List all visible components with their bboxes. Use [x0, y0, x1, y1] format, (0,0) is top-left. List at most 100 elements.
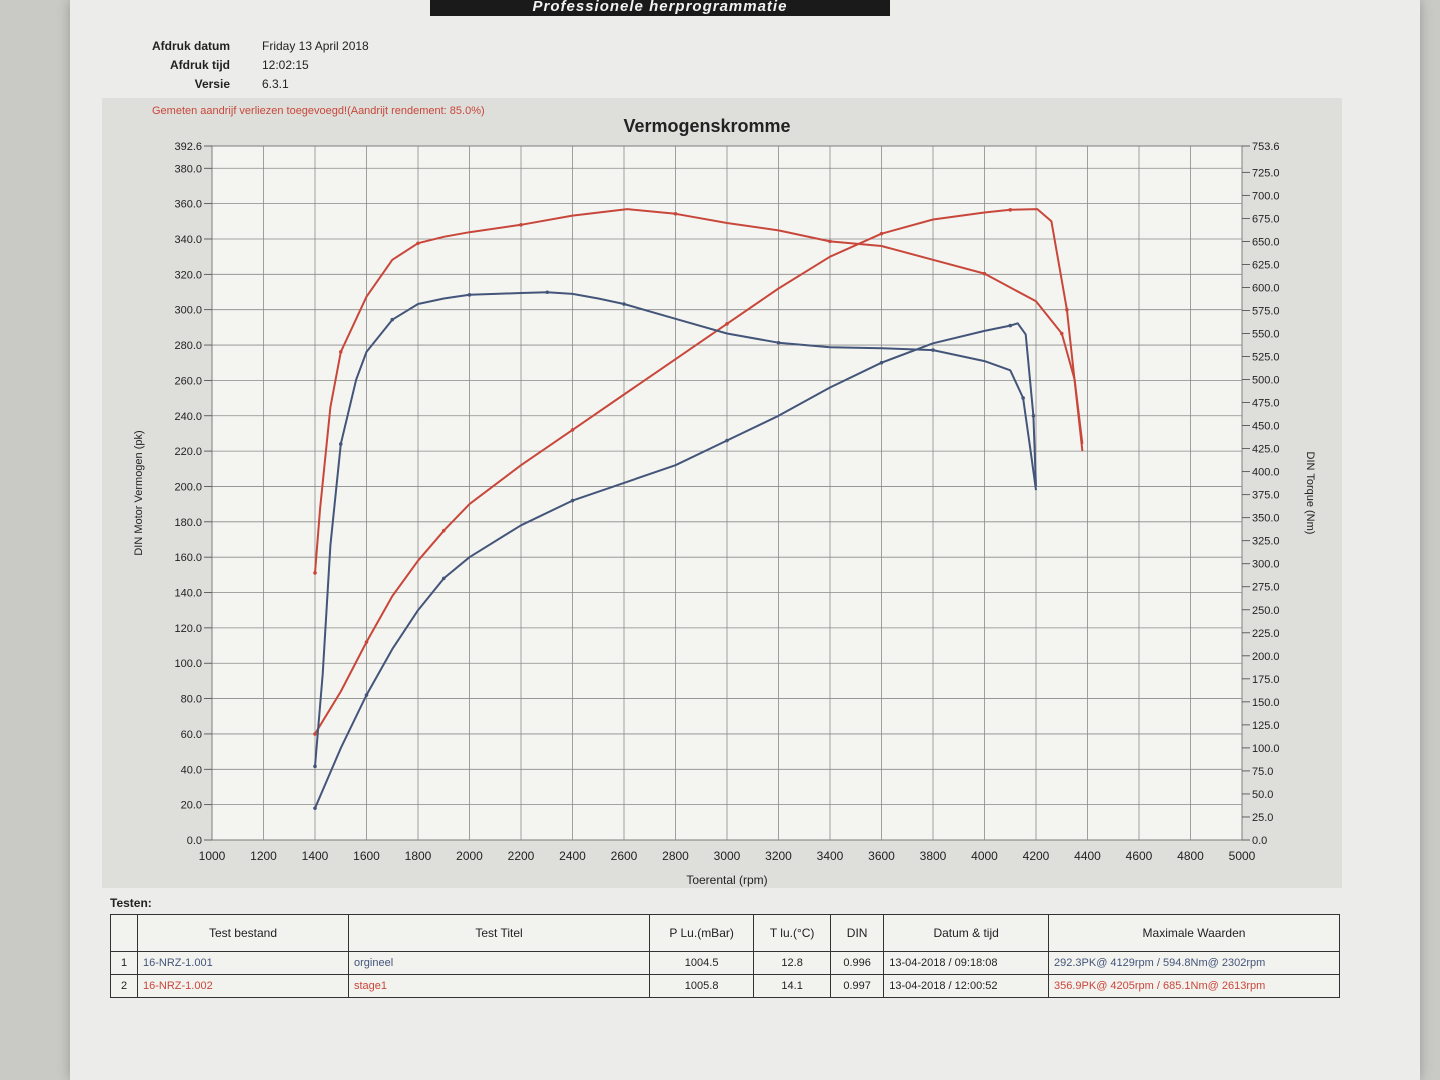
- x-tick-label: 4600: [1126, 849, 1153, 863]
- meta-label: Versie: [194, 76, 230, 91]
- y-tick-label-left: 200.0: [174, 481, 202, 493]
- y-tick-label-right: 753.6: [1252, 141, 1280, 153]
- data-point: [441, 576, 446, 581]
- data-point: [416, 241, 420, 246]
- data-point: [879, 231, 884, 236]
- tests-section: Testen: Test bestand Test Titel P Lu.(mB…: [110, 896, 1340, 998]
- y-tick-label-right: 75.0: [1252, 766, 1273, 778]
- row-max: 356.9PK@ 4205rpm / 685.1Nm@ 2613rpm: [1048, 974, 1340, 998]
- x-tick-label: 3800: [920, 849, 947, 863]
- data-point: [1008, 208, 1013, 212]
- meta-row-time: Afdruk tijd 12:02:15: [130, 55, 369, 74]
- x-tick-label: 1800: [405, 849, 432, 863]
- y-tick-label-right: 450.0: [1252, 421, 1280, 433]
- y-tick-label-right: 0.0: [1252, 835, 1267, 847]
- x-tick-label: 1400: [302, 849, 329, 863]
- row-din: 0.996: [830, 951, 885, 975]
- col-title: Test Titel: [348, 914, 650, 952]
- data-point: [725, 322, 729, 326]
- series-line-4: [314, 208, 1084, 573]
- grid: [204, 145, 1250, 841]
- data-point: [1021, 396, 1025, 400]
- data-point: [776, 340, 781, 345]
- chart-svg: 1000 1200 1400 1600 1800 2000 2200 2400 2600 2800…: [102, 98, 1342, 888]
- row-date: 13-04-2018 / 09:18:08: [883, 951, 1049, 975]
- meta-value: 12:02:15: [262, 57, 309, 72]
- data-point: [570, 498, 575, 503]
- data-point: [390, 317, 395, 322]
- meta-value: 6.3.1: [262, 76, 289, 91]
- y-tick-label-right: 225.0: [1252, 628, 1280, 640]
- y-tick-label-left: 320.0: [174, 269, 202, 281]
- row-title: stage1: [348, 974, 650, 998]
- col-file: Test bestand: [137, 914, 349, 952]
- x-tick-label: 4400: [1074, 849, 1101, 863]
- y-tick-label-left: 392.6: [174, 141, 202, 153]
- data-point: [1031, 413, 1036, 418]
- y-tick-label-right: 50.0: [1252, 789, 1273, 801]
- y-tick-label-right: 575.0: [1252, 305, 1280, 317]
- y-tick-label-right: 175.0: [1252, 674, 1280, 686]
- tests-label: Testen:: [110, 896, 152, 910]
- row-din: 0.997: [830, 974, 885, 998]
- row-pressure: 1004.5: [648, 951, 755, 975]
- x-tick-label: 3000: [714, 849, 741, 863]
- meta-value: Friday 13 April 2018: [262, 38, 369, 53]
- data-point: [364, 640, 369, 644]
- meta-label: Afdruk tijd: [170, 57, 230, 72]
- x-tick-label: 2200: [508, 849, 535, 863]
- col-temp: T lu.(°C): [753, 914, 832, 952]
- meta-row-version: Versie 6.3.1: [130, 74, 369, 93]
- data-point: [931, 348, 935, 352]
- x-axis-label: Toerental (rpm): [686, 873, 767, 887]
- row-file: 16-NRZ-1.002: [137, 974, 349, 998]
- col-max: Maximale Waarden: [1048, 914, 1340, 952]
- x-tick-label: 4800: [1177, 849, 1204, 863]
- printout-paper: Professionele herprogrammatie Afdruk dat…: [70, 0, 1420, 1080]
- row-temp: 12.8: [753, 951, 832, 975]
- x-tick-label: 5000: [1229, 849, 1256, 863]
- y-tick-label-left: 360.0: [174, 199, 202, 211]
- y-axis-right-label: DIN Torque (Nm): [1304, 452, 1316, 535]
- meta-row-date: Afdruk datum Friday 13 April 2018: [130, 36, 369, 55]
- data-point: [467, 293, 472, 297]
- table-row: 2 16-NRZ-1.002 stage1 1005.8 14.1 0.997 …: [110, 974, 1340, 998]
- y-tick-label-left: 0.0: [187, 835, 202, 847]
- col-pressure: P Lu.(mBar): [648, 914, 755, 952]
- y-tick-label-right: 100.0: [1252, 743, 1280, 755]
- x-tick-label: 2400: [559, 849, 586, 863]
- row-pressure: 1005.8: [648, 974, 755, 998]
- row-file: 16-NRZ-1.001: [137, 951, 349, 975]
- series-line-3: [314, 291, 1037, 767]
- y-tick-label-right: 675.0: [1252, 213, 1280, 225]
- x-tick-label: 1200: [250, 849, 277, 863]
- y-tick-label-right: 650.0: [1252, 236, 1280, 248]
- row-temp: 14.1: [753, 974, 832, 998]
- data-point: [622, 302, 626, 306]
- x-tick-label: 3200: [765, 849, 792, 863]
- tick-labels: 1000 1200 1400 1600 1800 2000 2200 2400 2600 2800…: [174, 141, 1279, 863]
- data-point: [364, 693, 369, 697]
- y-tick-label-left: 160.0: [174, 552, 202, 564]
- chart-title: Vermogenskromme: [623, 116, 790, 136]
- x-tick-label: 2800: [662, 849, 689, 863]
- print-meta: Afdruk datum Friday 13 April 2018 Afdruk…: [130, 36, 369, 93]
- x-tick-label: 2600: [611, 849, 638, 863]
- x-tick-label: 3400: [817, 849, 844, 863]
- y-tick-label-right: 350.0: [1252, 513, 1280, 525]
- col-din: DIN: [830, 914, 885, 952]
- y-tick-label-left: 380.0: [174, 163, 202, 175]
- row-date: 13-04-2018 / 12:00:52: [883, 974, 1049, 998]
- data-point: [879, 360, 884, 365]
- y-tick-label-left: 80.0: [181, 694, 202, 706]
- y-tick-label-left: 300.0: [174, 305, 202, 317]
- y-tick-label-right: 625.0: [1252, 259, 1280, 271]
- series-group: [313, 208, 1084, 810]
- y-tick-label-right: 725.0: [1252, 167, 1280, 179]
- data-point: [1065, 307, 1069, 312]
- table-row: 1 16-NRZ-1.001 orgineel 1004.5 12.8 0.99…: [110, 951, 1340, 975]
- x-tick-label: 4000: [971, 849, 998, 863]
- y-tick-label-right: 550.0: [1252, 328, 1280, 340]
- y-tick-label-left: 20.0: [181, 800, 202, 812]
- dyno-chart: 1000 1200 1400 1600 1800 2000 2200 2400 2600 2800…: [102, 98, 1342, 893]
